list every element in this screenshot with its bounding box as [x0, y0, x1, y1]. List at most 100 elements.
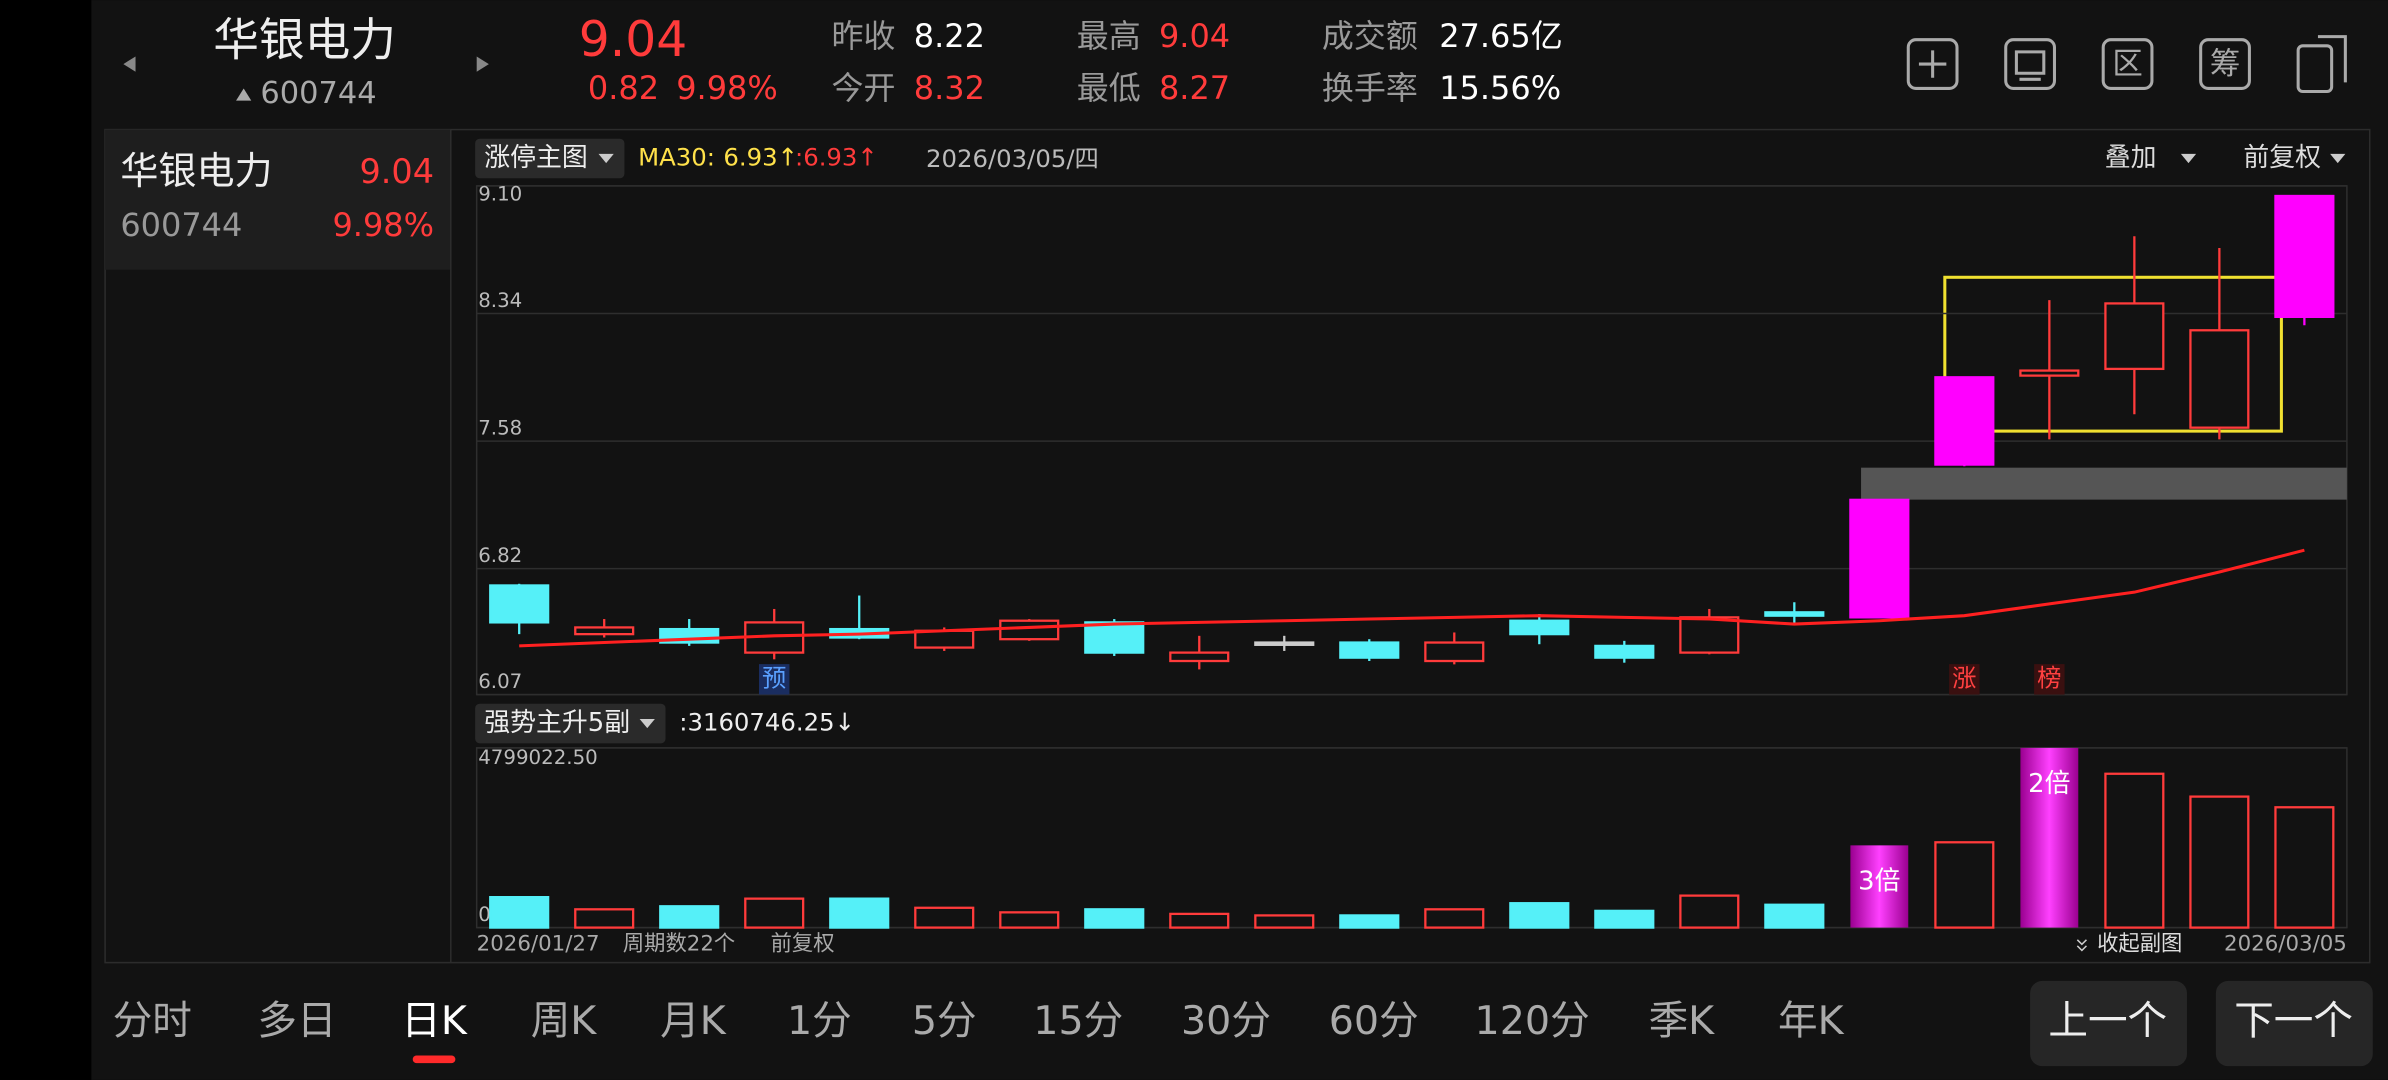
volume-bar	[1509, 902, 1570, 929]
candle-body	[1679, 616, 1740, 654]
candle-body	[1934, 376, 1995, 466]
content-frame	[104, 128, 2371, 964]
volume-bar	[1254, 914, 1315, 929]
candle-body	[1764, 611, 1825, 617]
code-arrow	[236, 88, 252, 101]
collapse[interactable]: 收起副图	[2097, 931, 2182, 956]
start-date: 2026/01/27	[477, 931, 600, 956]
candle-body	[1424, 641, 1485, 663]
sidebar-code: 600744	[120, 206, 242, 244]
gap-band	[1861, 467, 2347, 500]
adjust[interactable]: 前复权	[2243, 143, 2321, 173]
stat-label: 昨收	[832, 17, 896, 55]
stat-label: 换手率	[1322, 69, 1418, 107]
stat-label: 今开	[832, 69, 896, 107]
volume-bar	[1934, 841, 1995, 929]
period-tab[interactable]: 分时	[113, 998, 192, 1044]
volume-multiple: 2倍	[2028, 769, 2070, 799]
stat-value: 9.04	[1159, 17, 1230, 55]
add-icon[interactable]	[1906, 38, 1959, 90]
volume-bar	[2189, 795, 2250, 929]
prev-button[interactable]	[2030, 980, 2187, 1067]
range-label: 区	[2112, 47, 2142, 82]
stock-name: 华银电力	[213, 13, 396, 66]
candle-body	[1594, 644, 1655, 659]
next-stock-arrow[interactable]	[476, 56, 489, 72]
y-tick-label: 4799022.50	[478, 746, 598, 769]
period-tab[interactable]: 60分	[1329, 998, 1419, 1044]
prev-label: 上一个	[2048, 998, 2167, 1044]
periods: 周期数22个	[623, 931, 735, 956]
rotate-icon[interactable]	[2296, 44, 2334, 94]
dropdown-arrow	[598, 153, 614, 164]
period-tab[interactable]: 5分	[912, 998, 977, 1044]
period-tab[interactable]: 120分	[1475, 998, 1590, 1044]
period-tab[interactable]: 日K	[401, 998, 468, 1044]
candle-body	[1509, 619, 1570, 636]
stat-label: 成交额	[1322, 17, 1418, 55]
end-date: 2026/03/05	[2224, 931, 2347, 956]
active-underline	[412, 1055, 456, 1064]
prev-stock-arrow[interactable]	[123, 56, 136, 72]
marker: 榜	[2037, 663, 2061, 692]
next-button[interactable]	[2215, 980, 2373, 1067]
overlay[interactable]: 叠加	[2105, 143, 2157, 173]
candle-body	[2104, 302, 2165, 371]
volume-bar	[489, 896, 550, 929]
volume-chart: 4799022.500.003倍2倍	[476, 746, 2347, 929]
dropdown-arrow-2	[639, 718, 655, 729]
highlight-box	[1943, 275, 2283, 433]
range-icon[interactable]	[2101, 38, 2154, 90]
marker: 预	[762, 663, 786, 692]
period-tab[interactable]: 30分	[1181, 998, 1271, 1044]
main-label: 涨停主图	[484, 143, 588, 173]
candle-body	[1169, 651, 1230, 663]
change-pct: 9.98%	[676, 69, 778, 107]
candle-body	[574, 626, 635, 636]
ma-value-2: :6.93↑	[795, 142, 878, 171]
candle-body	[1254, 641, 1315, 646]
y-tick-label: 9.10	[478, 183, 522, 206]
volume-bar	[829, 897, 890, 929]
chips-icon[interactable]	[2199, 38, 2251, 90]
volume-bar	[1679, 894, 1740, 929]
sidebar-price: 9.04	[359, 152, 434, 191]
candle-body	[1849, 498, 1910, 619]
y-tick-label: 7.58	[478, 416, 522, 439]
overlay-arrow	[2180, 153, 2197, 164]
stat-value: 8.32	[914, 69, 985, 107]
ma-label: MA30:	[638, 142, 715, 171]
collapse-arrow	[2076, 939, 2087, 952]
sidebar-pct: 9.98%	[332, 206, 434, 244]
change: 0.82	[588, 69, 659, 107]
sidebar-item[interactable]	[105, 129, 451, 270]
volume-bar	[1424, 908, 1485, 929]
volume-bar	[2020, 747, 2079, 928]
volume-label: 强势主升5副	[484, 708, 630, 738]
period-tab[interactable]: 月K	[660, 998, 727, 1044]
stock-code: 600744	[260, 76, 376, 111]
stat-label: 最低	[1077, 69, 1141, 107]
period-tab[interactable]: 周K	[531, 998, 598, 1044]
marker-box	[2034, 664, 2065, 695]
marker: 涨	[1952, 663, 1976, 692]
candle-body	[999, 619, 1060, 641]
draw-glyph	[2014, 50, 2046, 81]
candle-body	[1084, 621, 1145, 654]
period-tab[interactable]: 季K	[1649, 998, 1716, 1044]
period-tab[interactable]: 1分	[787, 998, 852, 1044]
candle-body	[2189, 329, 2250, 429]
volume-bar	[2274, 806, 2335, 929]
main-selector[interactable]	[475, 138, 625, 179]
candle-body	[1339, 641, 1400, 659]
period-tab[interactable]: 年K	[1778, 998, 1845, 1044]
sub-selector[interactable]	[475, 703, 666, 744]
y-tick-label: 6.07	[478, 670, 522, 693]
draw-icon[interactable]	[2004, 38, 2056, 90]
stat-value: 27.65亿	[1439, 17, 1563, 55]
period-tab[interactable]: 多日	[257, 998, 336, 1044]
period-tab[interactable]: 15分	[1033, 998, 1123, 1044]
